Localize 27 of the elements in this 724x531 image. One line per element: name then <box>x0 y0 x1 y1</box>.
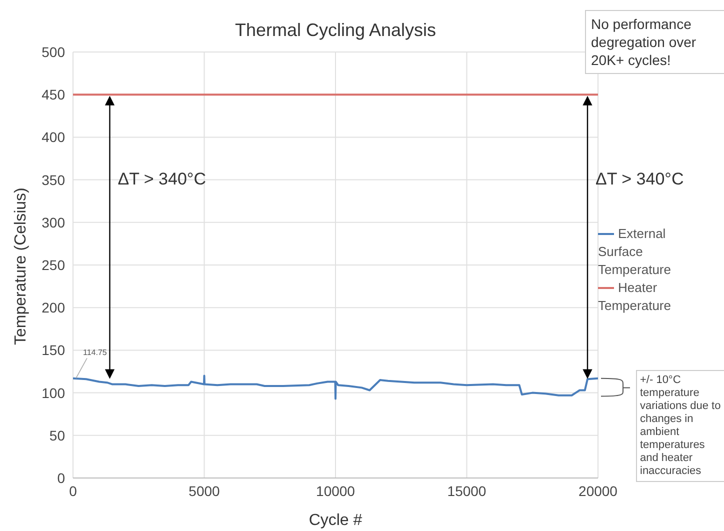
annotation: 114.75 <box>83 348 108 358</box>
legend-label: Heater Temperature <box>598 280 671 312</box>
x-tick-label: 0 <box>69 482 78 499</box>
y-tick-label: 450 <box>42 86 66 103</box>
y-tick-label: 150 <box>42 342 66 358</box>
y-tick-label: 100 <box>42 384 66 401</box>
y-tick-label: 350 <box>42 172 66 188</box>
x-tick-label: 15000 <box>447 482 486 499</box>
x-tick-label: 10000 <box>316 482 356 499</box>
x-tick-label: 5000 <box>188 482 220 499</box>
y-tick-label: 250 <box>42 256 66 273</box>
annotation: ΔT > 340°C <box>596 170 684 189</box>
y-tick-label: 200 <box>42 300 66 316</box>
y-tick-label: 50 <box>49 427 66 444</box>
annotation: ΔT > 340°C <box>118 170 206 189</box>
legend-label: External Surface Temperature <box>598 226 671 276</box>
x-axis-title: Cycle # <box>308 512 362 529</box>
y-tick-label: 500 <box>42 44 66 60</box>
line-series <box>73 374 598 400</box>
x-tick-label: 20000 <box>578 482 618 499</box>
annotation: No performance degregation over 20K+ cycles! <box>585 10 724 74</box>
y-tick-label: 300 <box>42 214 66 230</box>
chart-title: Thermal Cycling Analysis <box>234 20 436 40</box>
y-tick-label: 0 <box>57 470 66 486</box>
text: +/- 10°C temperature variations due to changes in ambient temperatures and heater inaccuracies <box>636 370 724 482</box>
y-axis-title: Temperature (Celsius) <box>12 188 30 345</box>
y-tick-label: 400 <box>42 129 66 146</box>
